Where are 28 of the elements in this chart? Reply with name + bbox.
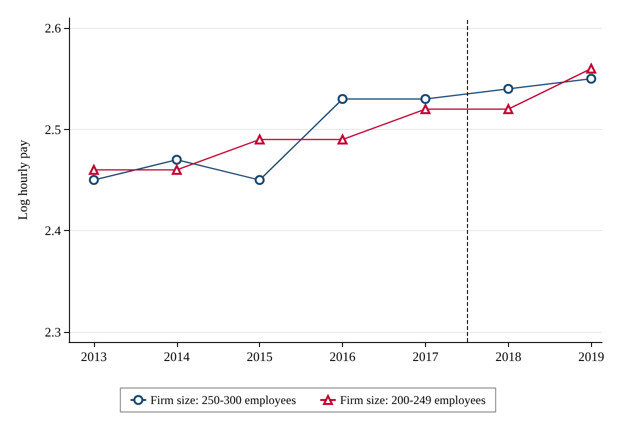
x-tick-label: 2018: [495, 349, 522, 364]
point: [338, 94, 348, 104]
point: [586, 64, 596, 74]
x-tick-label: 2014: [164, 349, 190, 364]
point: [172, 154, 182, 165]
x-tick-label: 2016: [330, 349, 356, 364]
point: [172, 164, 182, 175]
point: [88, 175, 99, 185]
point: [586, 74, 596, 84]
y-tick-label: 2.6: [44, 20, 62, 36]
x-tick-label: 2015: [246, 349, 273, 364]
point: [503, 104, 514, 114]
y-tick-label: 2.5: [44, 122, 61, 137]
x-tick-label: 2019: [578, 349, 604, 364]
x-tick-label: 2013: [80, 349, 107, 364]
point: [254, 175, 265, 185]
point: [420, 94, 430, 104]
point: [254, 134, 265, 144]
y-tick-label: 2.3: [44, 324, 61, 340]
legend-label: Firm size: 200-249 employees: [340, 393, 486, 407]
point: [88, 164, 99, 175]
y-tick-label: 2.4: [44, 223, 62, 238]
x-tick-label: 2017: [412, 349, 439, 364]
legend-label: Firm size: 250-300 employees: [150, 393, 296, 407]
y-axis-title: Log hourly pay: [15, 139, 30, 220]
point: [503, 84, 514, 94]
point: [338, 134, 348, 144]
point: [420, 104, 430, 114]
